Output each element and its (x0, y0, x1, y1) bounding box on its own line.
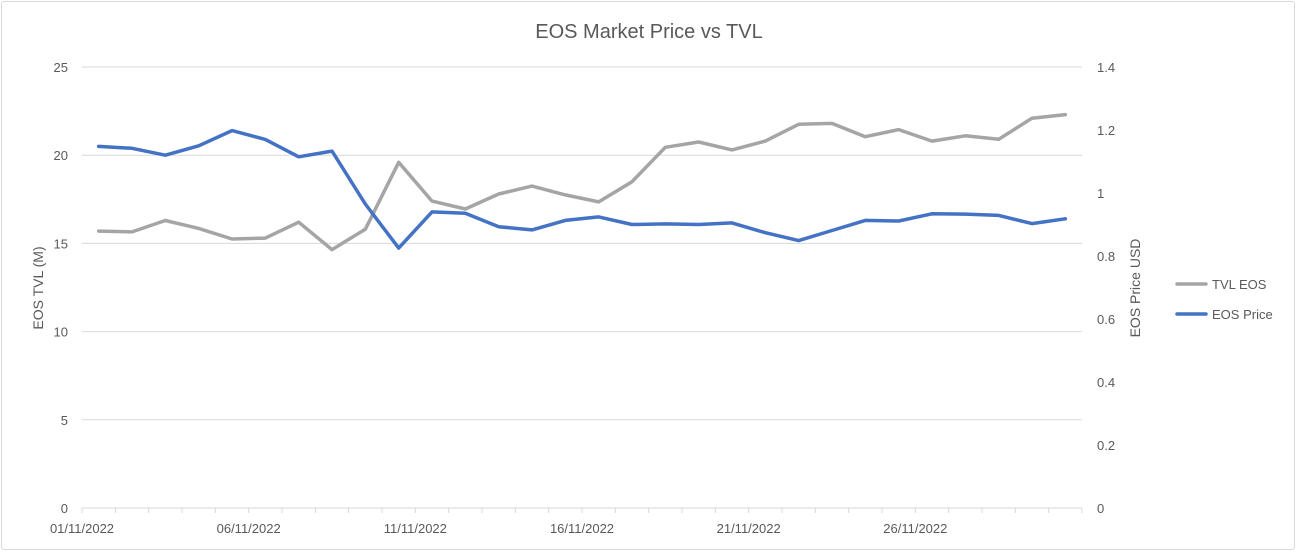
legend-label: EOS Price (1212, 307, 1273, 322)
y-tick-label: 10 (54, 325, 68, 340)
x-tick-label: 01/11/2022 (50, 521, 114, 536)
y2-tick-label: 0.8 (1097, 249, 1115, 264)
legend: TVL EOS EOS Price (1175, 277, 1273, 322)
y-tick-label: 15 (54, 236, 68, 251)
series-lines (96, 112, 1068, 252)
x-axis-ticks: 01/11/2022 06/11/2022 11/11/2022 16/11/2022… (50, 508, 1083, 536)
y-tick-label: 25 (54, 60, 68, 75)
x-tick-label: 16/11/2022 (550, 521, 614, 536)
y-axis-title: EOS TVL (M) (30, 246, 46, 329)
series-line-eos-price (96, 128, 1068, 250)
left-axis-ticks: 0 5 10 15 20 25 (54, 60, 68, 516)
y2-tick-label: 1.2 (1097, 123, 1115, 138)
series-line-tvl-eos (96, 112, 1068, 252)
x-tick-label: 11/11/2022 (384, 521, 447, 536)
y-tick-label: 5 (61, 413, 68, 428)
chart-title: EOS Market Price vs TVL (535, 21, 762, 43)
y2-tick-label: 0.6 (1097, 312, 1115, 327)
x-tick-label: 21/11/2022 (717, 521, 781, 536)
x-tick-label: 06/11/2022 (217, 521, 281, 536)
y2-tick-label: 1 (1097, 186, 1104, 201)
y-tick-label: 20 (54, 148, 68, 163)
y2-tick-label: 1.4 (1097, 60, 1115, 75)
legend-label: TVL EOS (1212, 277, 1267, 292)
y2-axis-title: EOS Price USD (1127, 239, 1143, 338)
y2-tick-label: 0.2 (1097, 438, 1115, 453)
x-tick-label: 26/11/2022 (883, 521, 947, 536)
y2-tick-label: 0 (1097, 501, 1104, 516)
right-axis-ticks: 0 0.2 0.4 0.6 0.8 1 1.2 1.4 (1097, 60, 1115, 516)
y-tick-label: 0 (61, 501, 68, 516)
gridlines (82, 66, 1082, 509)
y2-tick-label: 0.4 (1097, 375, 1115, 390)
